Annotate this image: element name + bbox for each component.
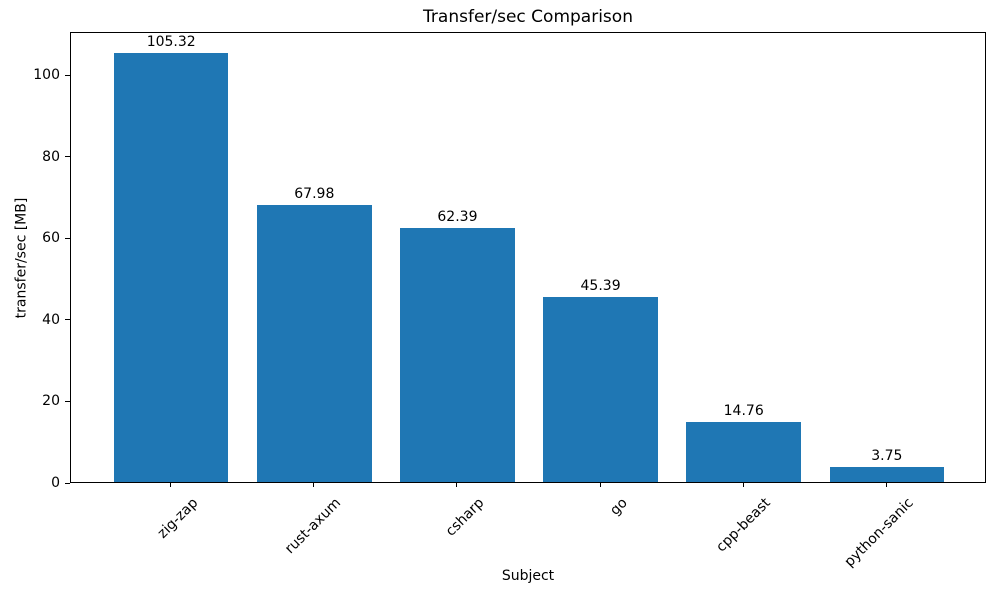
bar xyxy=(400,227,515,482)
bar-value-label: 3.75 xyxy=(871,447,903,464)
y-tick-label: 40 xyxy=(42,311,60,328)
x-tick-label-text: go xyxy=(607,495,631,519)
chart-title: Transfer/sec Comparison xyxy=(423,7,633,27)
x-tick-mark xyxy=(313,483,315,487)
bar-value-label: 67.98 xyxy=(294,185,335,202)
y-tick-mark xyxy=(65,319,70,321)
x-tick-label-text: csharp xyxy=(443,495,488,540)
y-tick-mark xyxy=(65,156,70,158)
x-tick-mark xyxy=(456,483,458,487)
x-tick-label-text: python-sanic xyxy=(841,495,918,571)
x-tick-mark xyxy=(599,483,601,487)
y-axis-label: transfer/sec [MB] xyxy=(13,32,29,483)
x-tick-mark xyxy=(742,483,744,487)
x-tick-label-text: zig-zap xyxy=(154,495,202,542)
x-tick-mark xyxy=(885,483,887,487)
y-tick-label: 100 xyxy=(33,67,60,84)
bar xyxy=(829,466,945,482)
bar-value-label: 45.39 xyxy=(580,277,621,294)
bar-value-label: 105.32 xyxy=(146,33,196,50)
y-tick-mark xyxy=(65,400,70,402)
y-tick-label: 60 xyxy=(42,230,60,247)
y-tick-label: 80 xyxy=(42,148,60,165)
x-tick-mark xyxy=(170,483,172,487)
bar xyxy=(543,296,658,482)
y-tick-mark xyxy=(65,74,70,76)
y-tick-label: 20 xyxy=(42,393,60,410)
y-tick-mark xyxy=(65,237,70,239)
plot-area: 105.32 67.98 62.39 45.39 14.76 3.75 xyxy=(70,32,986,483)
x-tick-label-text: rust-axum xyxy=(282,495,345,558)
y-axis-label-text: transfer/sec [MB] xyxy=(13,197,30,318)
x-axis-label: Subject xyxy=(501,568,555,584)
bar xyxy=(113,52,229,482)
bar-value-label: 14.76 xyxy=(723,402,764,419)
bar xyxy=(686,421,801,482)
bar-value-label: 62.39 xyxy=(437,208,478,225)
y-tick-mark xyxy=(65,482,70,484)
bar xyxy=(257,204,372,482)
x-tick-label-text: cpp-beast xyxy=(713,495,775,556)
y-tick-label: 0 xyxy=(51,475,60,491)
